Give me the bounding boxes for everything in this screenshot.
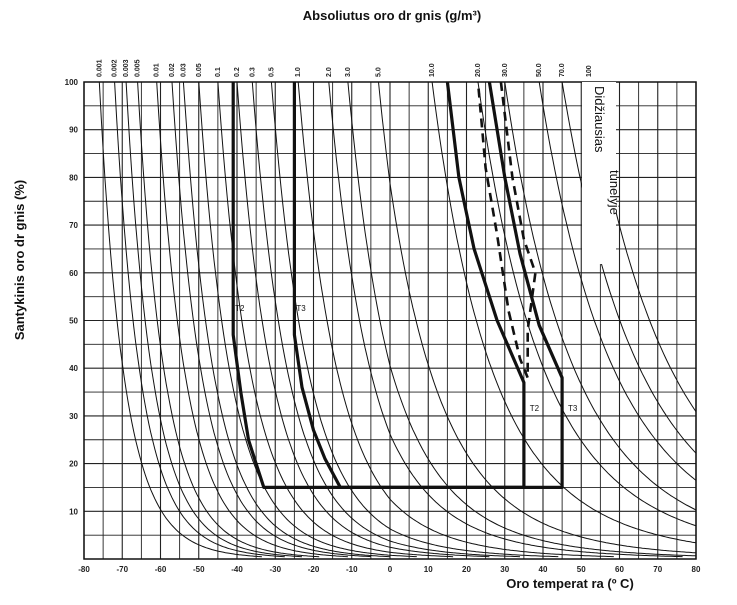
curve-name-label: T2 xyxy=(530,404,540,413)
absolute-humidity-curves xyxy=(98,81,697,558)
absolute-humidity-label: 50.0 xyxy=(536,63,543,77)
humidity-curve xyxy=(182,81,391,558)
annotation-box: Didžiausias tunelyje xyxy=(582,82,622,264)
absolute-humidity-label: 0.02 xyxy=(169,63,176,77)
humidity-curve xyxy=(347,81,696,557)
y-tick-label: 10 xyxy=(69,507,78,516)
annotation-line-1: Didžiausias xyxy=(592,86,607,153)
series-lines xyxy=(231,81,564,489)
absolute-humidity-label: 2.0 xyxy=(326,67,333,77)
humidity-curve xyxy=(171,81,371,558)
absolute-humidity-label: 30.0 xyxy=(502,63,509,77)
absolute-humidity-label: 0.003 xyxy=(123,59,130,77)
absolute-humidity-label: 20.0 xyxy=(475,63,482,77)
curve-name-label: T3 xyxy=(568,404,578,413)
plot-frame xyxy=(83,81,697,560)
absolute-humidity-label: 0.03 xyxy=(180,63,187,77)
absolute-humidity-label: 0.3 xyxy=(249,67,256,77)
y-tick-label: 100 xyxy=(65,78,79,87)
y-tick-label: 20 xyxy=(69,460,78,469)
humidity-curve xyxy=(328,81,683,558)
absolute-humidity-label: 0.002 xyxy=(112,59,119,77)
absolute-humidity-label: 5.0 xyxy=(376,67,383,77)
y-tick-label: 60 xyxy=(69,269,78,278)
y-tick-labels: 10 20 30 40 50 60 70 80 90 100 xyxy=(65,78,79,516)
humidity-curve xyxy=(137,81,320,558)
x-tick-label: -80 xyxy=(78,565,90,574)
x-tick-label: 80 xyxy=(692,565,701,574)
curve-name-label: T3 xyxy=(296,304,306,313)
absolute-humidity-label: 0.2 xyxy=(234,67,241,77)
x-tick-label: 30 xyxy=(500,565,509,574)
curve-labels: T2 T3 T2 T3 xyxy=(235,304,578,413)
x-tick-label: -30 xyxy=(269,565,281,574)
chart-title: Absoliutus oro dr gnis (g/m³) xyxy=(303,8,481,23)
humidity-curve xyxy=(297,81,614,558)
y-tick-label: 90 xyxy=(69,126,78,135)
absolute-humidity-label: 70.0 xyxy=(559,63,566,77)
annotation-background xyxy=(582,82,616,264)
humidity-curve xyxy=(270,81,559,558)
humidity-curve xyxy=(378,81,697,554)
humidity-curve xyxy=(217,81,454,558)
series-line xyxy=(476,81,537,379)
x-tick-label: 0 xyxy=(388,565,393,574)
x-tick-label: -20 xyxy=(308,565,320,574)
y-tick-label: 50 xyxy=(69,317,78,326)
absolute-humidity-label: 0.5 xyxy=(268,67,275,77)
absolute-humidity-label: 0.05 xyxy=(196,63,203,77)
x-tick-label: -50 xyxy=(193,565,205,574)
y-axis-label: Santykinis oro dr gnis (%) xyxy=(12,180,27,340)
series-line xyxy=(292,81,564,489)
y-tick-label: 30 xyxy=(69,412,78,421)
curve-name-label: T2 xyxy=(235,304,245,313)
x-tick-label: 40 xyxy=(539,565,548,574)
humidity-curve xyxy=(431,81,697,544)
humidity-curve xyxy=(98,81,262,558)
x-tick-label: 60 xyxy=(615,565,624,574)
absolute-humidity-label: 0.01 xyxy=(154,63,161,77)
x-tick-label: -60 xyxy=(155,565,167,574)
absolute-humidity-label: 0.1 xyxy=(215,67,222,77)
x-tick-label: -70 xyxy=(116,565,128,574)
humidity-curve xyxy=(156,81,348,558)
x-tick-label: -10 xyxy=(346,565,358,574)
absolute-humidity-label: 3.0 xyxy=(345,67,352,77)
annotation-line-2: tunelyje xyxy=(607,170,622,215)
x-tick-labels: -80 -70 -60 -50 -40 -30 -20 -10 0 10 20 30 40 50 60 70 8… xyxy=(78,565,701,574)
absolute-humidity-tick-labels: 0.001 0.002 0.003 0.005 0.01 0.02 0.03 0.05 0.1 0… xyxy=(96,59,593,77)
x-tick-label: 20 xyxy=(462,565,471,574)
x-tick-label: 50 xyxy=(577,565,586,574)
humidity-curve xyxy=(198,81,417,558)
y-tick-label: 70 xyxy=(69,221,78,230)
absolute-humidity-label: 10.0 xyxy=(429,63,436,77)
x-tick-label: 70 xyxy=(653,565,662,574)
humidity-curve xyxy=(125,81,303,558)
absolute-humidity-label: 100 xyxy=(586,65,593,77)
x-axis-label: Oro temperat ra (º C) xyxy=(506,576,634,591)
absolute-humidity-label: 1.0 xyxy=(295,67,302,77)
humidity-curve xyxy=(114,81,285,558)
humidity-curve xyxy=(538,81,697,481)
y-tick-label: 80 xyxy=(69,173,78,182)
humidity-curve xyxy=(251,81,521,558)
x-tick-label: -40 xyxy=(231,565,243,574)
y-tick-label: 40 xyxy=(69,364,78,373)
humidity-curve xyxy=(236,81,490,558)
absolute-humidity-label: 0.001 xyxy=(96,59,103,77)
humidity-curve xyxy=(477,81,697,527)
humidity-curve xyxy=(504,81,697,511)
x-tick-label: 10 xyxy=(424,565,433,574)
absolute-humidity-label: 0.005 xyxy=(135,59,142,77)
